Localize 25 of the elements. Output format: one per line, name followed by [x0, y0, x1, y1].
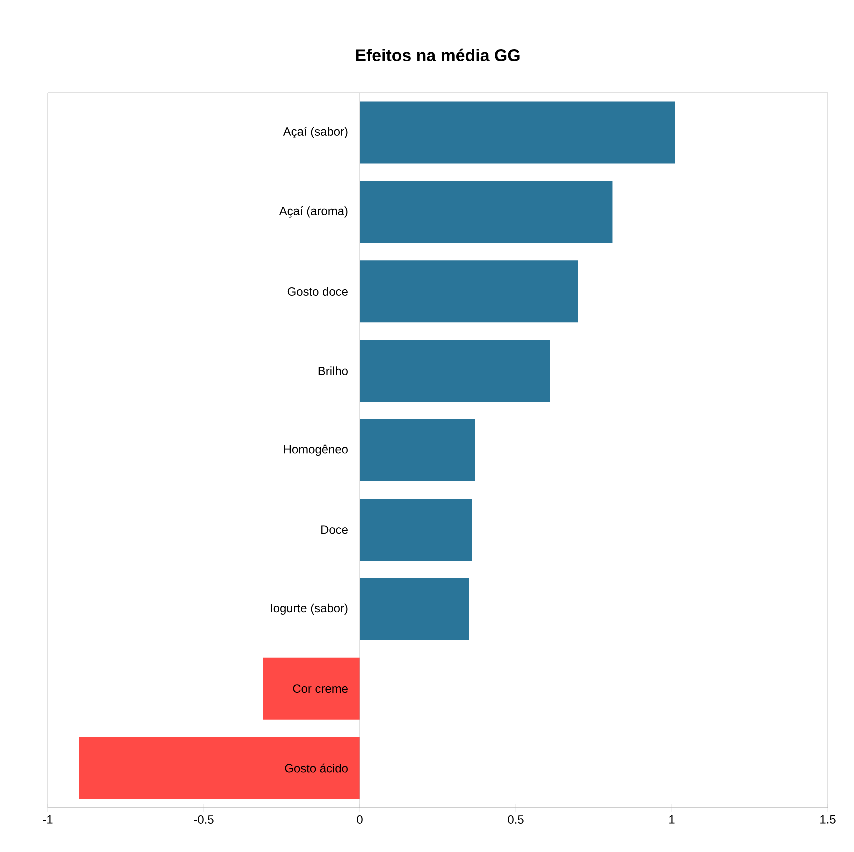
x-tick-label: -1 — [43, 816, 53, 824]
bar — [360, 498, 472, 561]
bar — [263, 658, 360, 720]
chart-title: Efeitos na média GG — [356, 48, 520, 62]
y-tick-label: Cor creme — [293, 684, 348, 694]
bar — [360, 420, 476, 482]
bar — [79, 737, 360, 800]
y-tick-label: Homogêneo — [284, 444, 348, 456]
x-tick-label: 0.5 — [508, 816, 524, 824]
bar — [360, 181, 613, 244]
x-tick-label: 1.5 — [820, 816, 836, 824]
x-tick-label: 1 — [670, 816, 675, 824]
bar — [360, 102, 676, 164]
bar — [360, 578, 470, 640]
bar — [360, 340, 550, 402]
y-tick-label: Gosto doce — [288, 287, 348, 296]
y-tick-label: Gosto ácido — [285, 764, 348, 773]
y-tick-label: Doce — [322, 526, 348, 534]
y-tick-label: Açaí (sabor) — [283, 127, 348, 138]
y-tick-label: Brilho — [318, 366, 348, 376]
x-tick-label: 0 — [357, 816, 363, 824]
y-tick-label: Iogurte (sabor) — [271, 604, 348, 615]
y-tick-label: Açaí (aroma) — [279, 206, 348, 218]
bar — [360, 260, 578, 323]
x-tick-label: -0.5 — [194, 816, 214, 824]
